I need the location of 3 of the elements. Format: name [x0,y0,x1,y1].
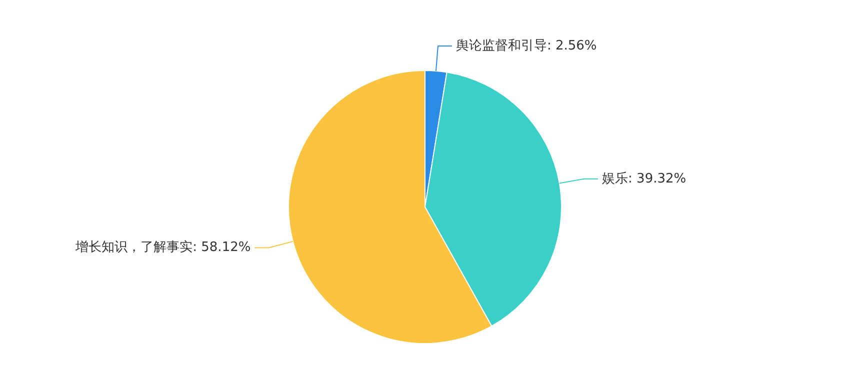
slice-label: 娱乐: 39.32% [602,171,686,186]
slice-label: 增长知识，了解事实: 58.12% [74,240,251,256]
slice-label: 舆论监督和引导: 2.56% [456,38,597,54]
